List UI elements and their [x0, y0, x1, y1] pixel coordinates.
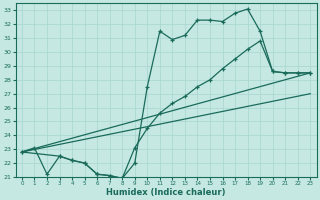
X-axis label: Humidex (Indice chaleur): Humidex (Indice chaleur) — [106, 188, 226, 197]
